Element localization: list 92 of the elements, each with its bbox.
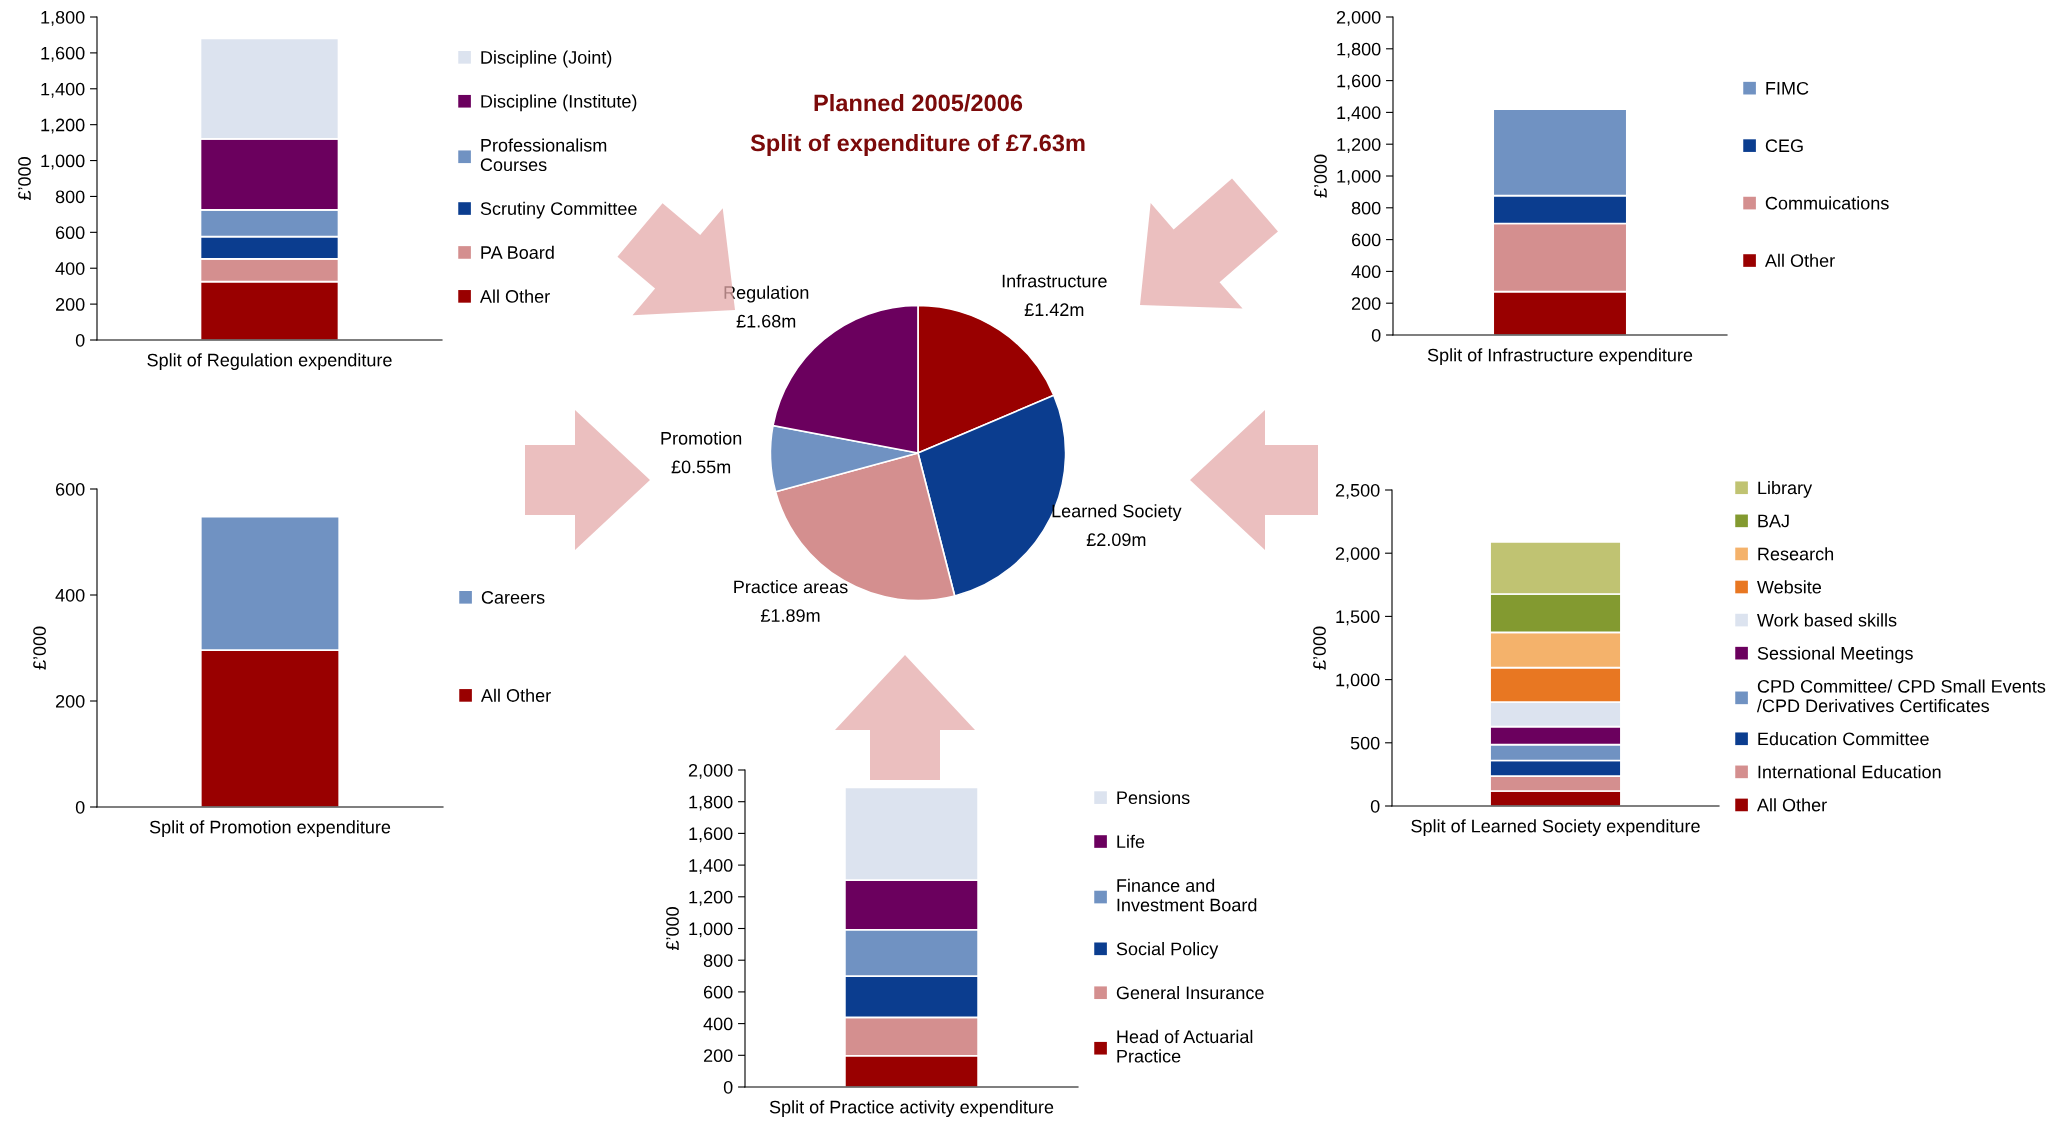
slice-label: Learned Society [1052,504,1182,521]
legend-label: CPD Committee/ CPD Small Events /CPD Derivatives Certificates [1756,679,2046,713]
data-label: £1.68m [736,314,796,328]
slice-label: Promotion [661,431,742,445]
y-tick-label: 0 [1370,799,1380,813]
y-tick-label: 1,600 [1337,74,1381,90]
y-tick-label: 1,000 [689,922,733,938]
y-tick-label: 600 [55,226,85,240]
y-tick-label: 1,200 [41,118,85,134]
y-tick-label: 1,500 [1336,610,1380,626]
y-axis-title: £’000 [33,626,46,670]
legend-label: General Insurance [1116,985,1264,1000]
y-tick-label: 2,000 [688,763,733,779]
legend-label: CEG [1765,139,1803,153]
legend-label: Social Policy [1116,942,1219,959]
y-tick-label: 200 [55,694,85,708]
y-tick-label: 400 [55,262,85,275]
chart-subtitle: Split of expenditure of £7.63m [750,134,1085,157]
y-tick-label: 0 [1371,328,1381,342]
legend-label: Discipline (Institute) [481,94,637,112]
legend-label: Life [1117,834,1145,849]
y-tick-label: 0 [75,333,85,347]
x-axis-title: Split of Practice activity expenditure [769,1100,1054,1118]
data-label: £2.09m [1086,533,1146,547]
y-tick-label: 1,800 [41,10,85,26]
legend-label: Careers [481,591,545,604]
legend-label: Research [1758,547,1834,561]
legend-label: Head of Actuarial Practice [1117,1029,1253,1063]
y-tick-label: 800 [1351,201,1381,215]
slice-label: Infrastructure [1002,274,1107,288]
y-tick-label: 1,000 [1337,169,1381,185]
legend-label: PA Board [481,245,554,259]
data-label: £0.55m [671,460,731,474]
legend-label: International Education [1758,765,1941,779]
y-tick-label: 600 [703,985,733,999]
x-axis-title: Split of Infrastructure expenditure [1427,348,1693,366]
x-axis-title: Split of Learned Society expenditure [1411,819,1700,837]
legend-label: Commuications [1765,196,1889,210]
y-tick-label: 1,400 [689,859,733,874]
y-tick-label: 2,000 [1335,547,1380,563]
y-tick-label: 400 [703,1017,733,1031]
y-tick-label: 1,000 [1336,673,1380,689]
y-tick-label: 1,400 [41,82,85,98]
y-tick-label: 1,800 [1337,42,1381,58]
y-axis-title: £’000 [18,157,31,201]
y-tick-label: 800 [55,190,85,204]
legend-label: Pensions [1117,790,1190,805]
y-tick-label: 400 [55,588,85,602]
y-tick-label: 400 [1351,265,1381,279]
slice-label: Regulation [724,285,809,303]
y-tick-label: 1,400 [1337,106,1381,122]
legend-label: Discipline (Joint) [481,50,612,68]
slice-label: Practice areas [734,580,848,594]
y-tick-label: 800 [703,954,733,967]
legend-label: All Other [480,688,551,702]
chart-title: Planned 2005/2006 [814,94,1023,112]
y-tick-label: 1,200 [689,890,733,906]
legend-label: All Other [1764,253,1835,268]
y-tick-label: 1,600 [689,827,733,843]
y-tick-label: 1,600 [41,46,85,62]
legend-label: Scrutiny Committee [480,201,637,219]
legend-label: All Other [1756,798,1827,812]
legend-label: Library [1758,481,1813,498]
legend-label: Finance and Investment Board [1117,878,1257,912]
y-axis-title: £’000 [666,907,679,951]
x-axis-title: Split of Promotion expenditure [149,820,391,838]
y-tick-label: 200 [1351,297,1381,310]
y-tick-label: 0 [75,800,85,814]
y-tick-label: 600 [1351,233,1381,247]
y-tick-label: 600 [55,482,85,496]
y-tick-label: 0 [723,1080,733,1094]
legend-label: FIMC [1766,81,1809,95]
y-tick-label: 500 [1350,736,1380,750]
y-tick-label: 1,800 [689,795,733,811]
legend-label: Sessional Meetings [1757,646,1913,664]
y-axis-title: £’000 [1314,154,1327,198]
y-tick-label: 200 [55,298,85,311]
y-axis-title: £’000 [1313,626,1326,670]
y-tick-label: 2,500 [1335,483,1380,499]
legend-label: Work based skills [1757,613,1897,627]
x-axis-title: Split of Regulation expenditure [147,353,392,371]
data-label: £1.42m [1024,303,1084,316]
y-tick-label: 200 [703,1049,733,1063]
legend-label: BAJ [1758,514,1789,528]
y-tick-label: 2,000 [1336,10,1381,26]
legend-label: Education Committee [1758,732,1929,746]
legend-label: Website [1757,580,1822,594]
data-label: £1.89m [760,609,820,622]
y-tick-label: 1,000 [41,154,85,170]
legend-label: Professionalism Courses [480,138,607,172]
legend-label: All Other [479,289,550,303]
y-tick-label: 1,200 [1337,138,1381,154]
